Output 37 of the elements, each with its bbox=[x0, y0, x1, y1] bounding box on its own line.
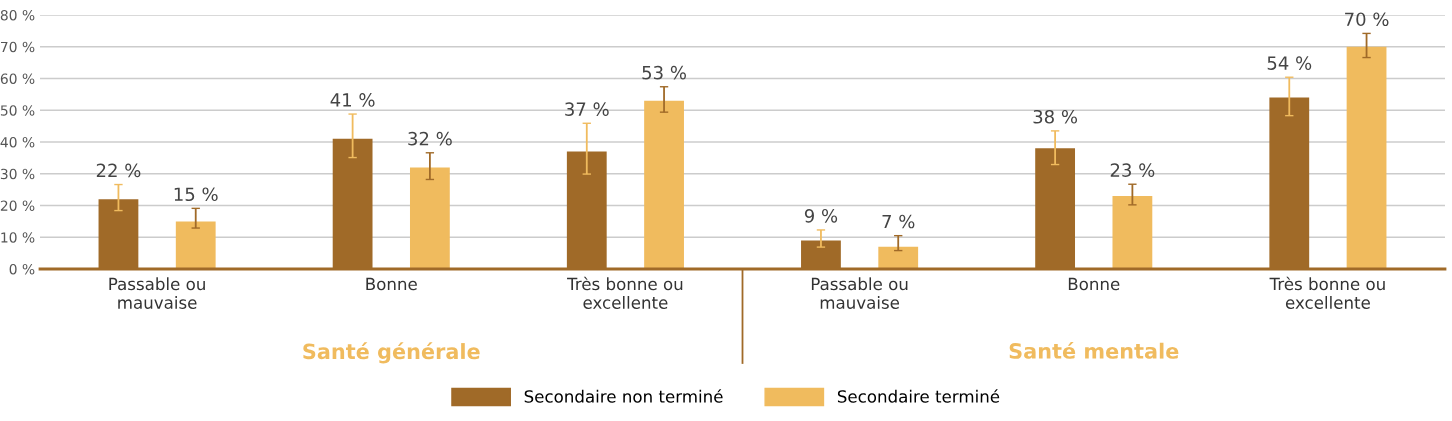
y-tick-label: 70 % bbox=[0, 41, 35, 53]
x-tick-label: Passable ou mauvaise bbox=[109, 277, 205, 309]
y-tick-label: 50 % bbox=[0, 105, 35, 116]
data-label: 9 % bbox=[804, 208, 838, 223]
text: Santé générale bbox=[303, 342, 480, 364]
x-tick-label: Très bonne ou excellente bbox=[1269, 276, 1385, 309]
data-label: 38 % bbox=[1033, 109, 1078, 124]
data-label: 41 % bbox=[330, 93, 375, 107]
bar bbox=[175, 221, 216, 269]
x-tick-label: Bonne bbox=[366, 277, 417, 291]
x-tick-label: Très bonne ou excellente bbox=[567, 276, 683, 309]
data-label: 22 % bbox=[96, 163, 141, 178]
legend-label: Secondaire terminé bbox=[837, 389, 1000, 403]
y-tick-label: 60 % bbox=[0, 73, 35, 84]
x-tick-label: Bonne bbox=[1068, 277, 1120, 291]
y-tick-label: 0 % bbox=[9, 263, 35, 275]
data-label: 15 % bbox=[174, 187, 218, 202]
bar bbox=[409, 167, 450, 269]
x-tick-label: Passable ou mauvaise bbox=[811, 277, 908, 309]
data-label: 7 % bbox=[882, 214, 915, 229]
data-label: 37 % bbox=[565, 102, 609, 116]
data-label: 70 % bbox=[1345, 12, 1389, 27]
bar bbox=[1346, 46, 1387, 269]
y-tick-label: 40 % bbox=[0, 136, 35, 148]
data-label: 53 % bbox=[642, 65, 686, 80]
data-label: 32 % bbox=[408, 131, 452, 146]
bar bbox=[1112, 195, 1153, 269]
y-tick-label: 80 % bbox=[0, 9, 35, 21]
bar bbox=[644, 100, 684, 269]
y-tick-label: 20 % bbox=[0, 200, 35, 211]
data-label: 23 % bbox=[1110, 163, 1155, 177]
bar bbox=[878, 246, 919, 269]
y-tick-label: 30 % bbox=[0, 168, 35, 180]
y-tick-label: 10 % bbox=[1, 232, 35, 243]
data-label: 54 % bbox=[1267, 56, 1312, 70]
text: Santé mentale bbox=[1009, 341, 1179, 359]
legend-label: Secondaire non terminé bbox=[524, 389, 723, 403]
